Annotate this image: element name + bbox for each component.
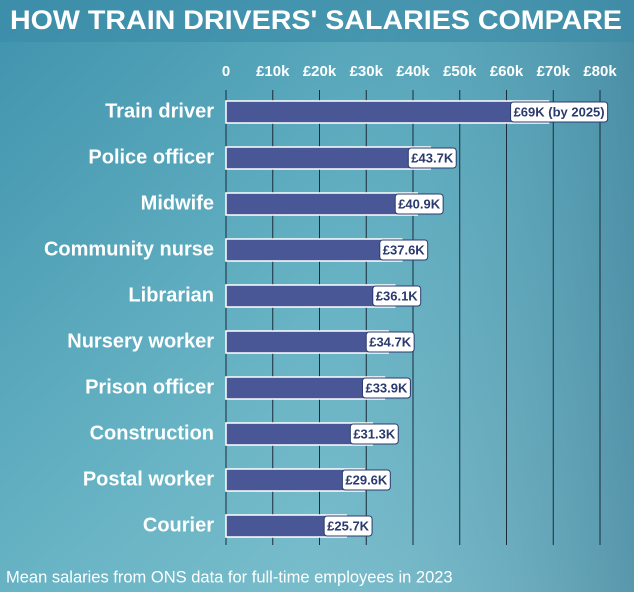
chart-title: HOW TRAIN DRIVERS' SALARIES COMPARE [10,5,622,35]
value-label: £37.6K [383,242,426,257]
value-label-box [341,469,391,491]
category-label: Prison officer [85,376,214,398]
category-label: Construction [90,422,214,444]
category-label: Train driver [105,100,214,122]
bar [225,100,550,124]
category-label: Nursery worker [67,330,214,352]
value-label: £34.7K [369,334,412,349]
bar [225,146,432,170]
x-tick-label: £40k [396,63,430,80]
value-label: £25.7K [327,518,370,533]
bar [225,192,418,216]
category-label: Librarian [128,284,214,306]
plot: 0 £10k £20k £30k £40k £50k £60k £70k £80k Train d… [44,63,617,545]
category-label: Courier [143,514,214,536]
category-label: Midwife [141,192,214,214]
x-tick-label: £10k [256,63,290,80]
bar [225,376,386,400]
value-label-box [361,377,411,399]
category-label: Postal worker [83,468,214,490]
x-tick-label: £70k [537,63,571,80]
title-band [0,0,634,42]
category-label: Community nurse [44,238,214,260]
value-label: £36.1K [376,288,419,303]
value-label-box [372,285,422,307]
bar [225,284,396,308]
x-tick-label: £60k [490,63,524,80]
value-label-box [379,239,429,261]
value-label: £69K (by 2025) [514,104,605,119]
category-label: Police officer [88,146,214,168]
value-label: £29.6K [345,472,388,487]
x-tick-label: £80k [583,63,617,80]
bar [225,330,389,354]
x-tick-label: £30k [350,63,384,80]
value-label-box [365,331,415,353]
value-label-box [323,515,373,537]
x-tick-label: £20k [303,63,337,80]
value-label-box [407,147,457,169]
x-tick-label: 0 [222,63,230,80]
value-label: £40.9K [398,196,441,211]
value-label: £43.7K [411,150,454,165]
x-tick-label: £50k [443,63,477,80]
value-label-box [510,101,609,123]
value-label-box [394,193,444,215]
value-label: £31.3K [353,426,396,441]
value-label-box [349,423,399,445]
caption: Mean salaries from ONS data for full-tim… [6,568,453,586]
value-label: £33.9K [365,380,408,395]
bar [225,238,403,262]
